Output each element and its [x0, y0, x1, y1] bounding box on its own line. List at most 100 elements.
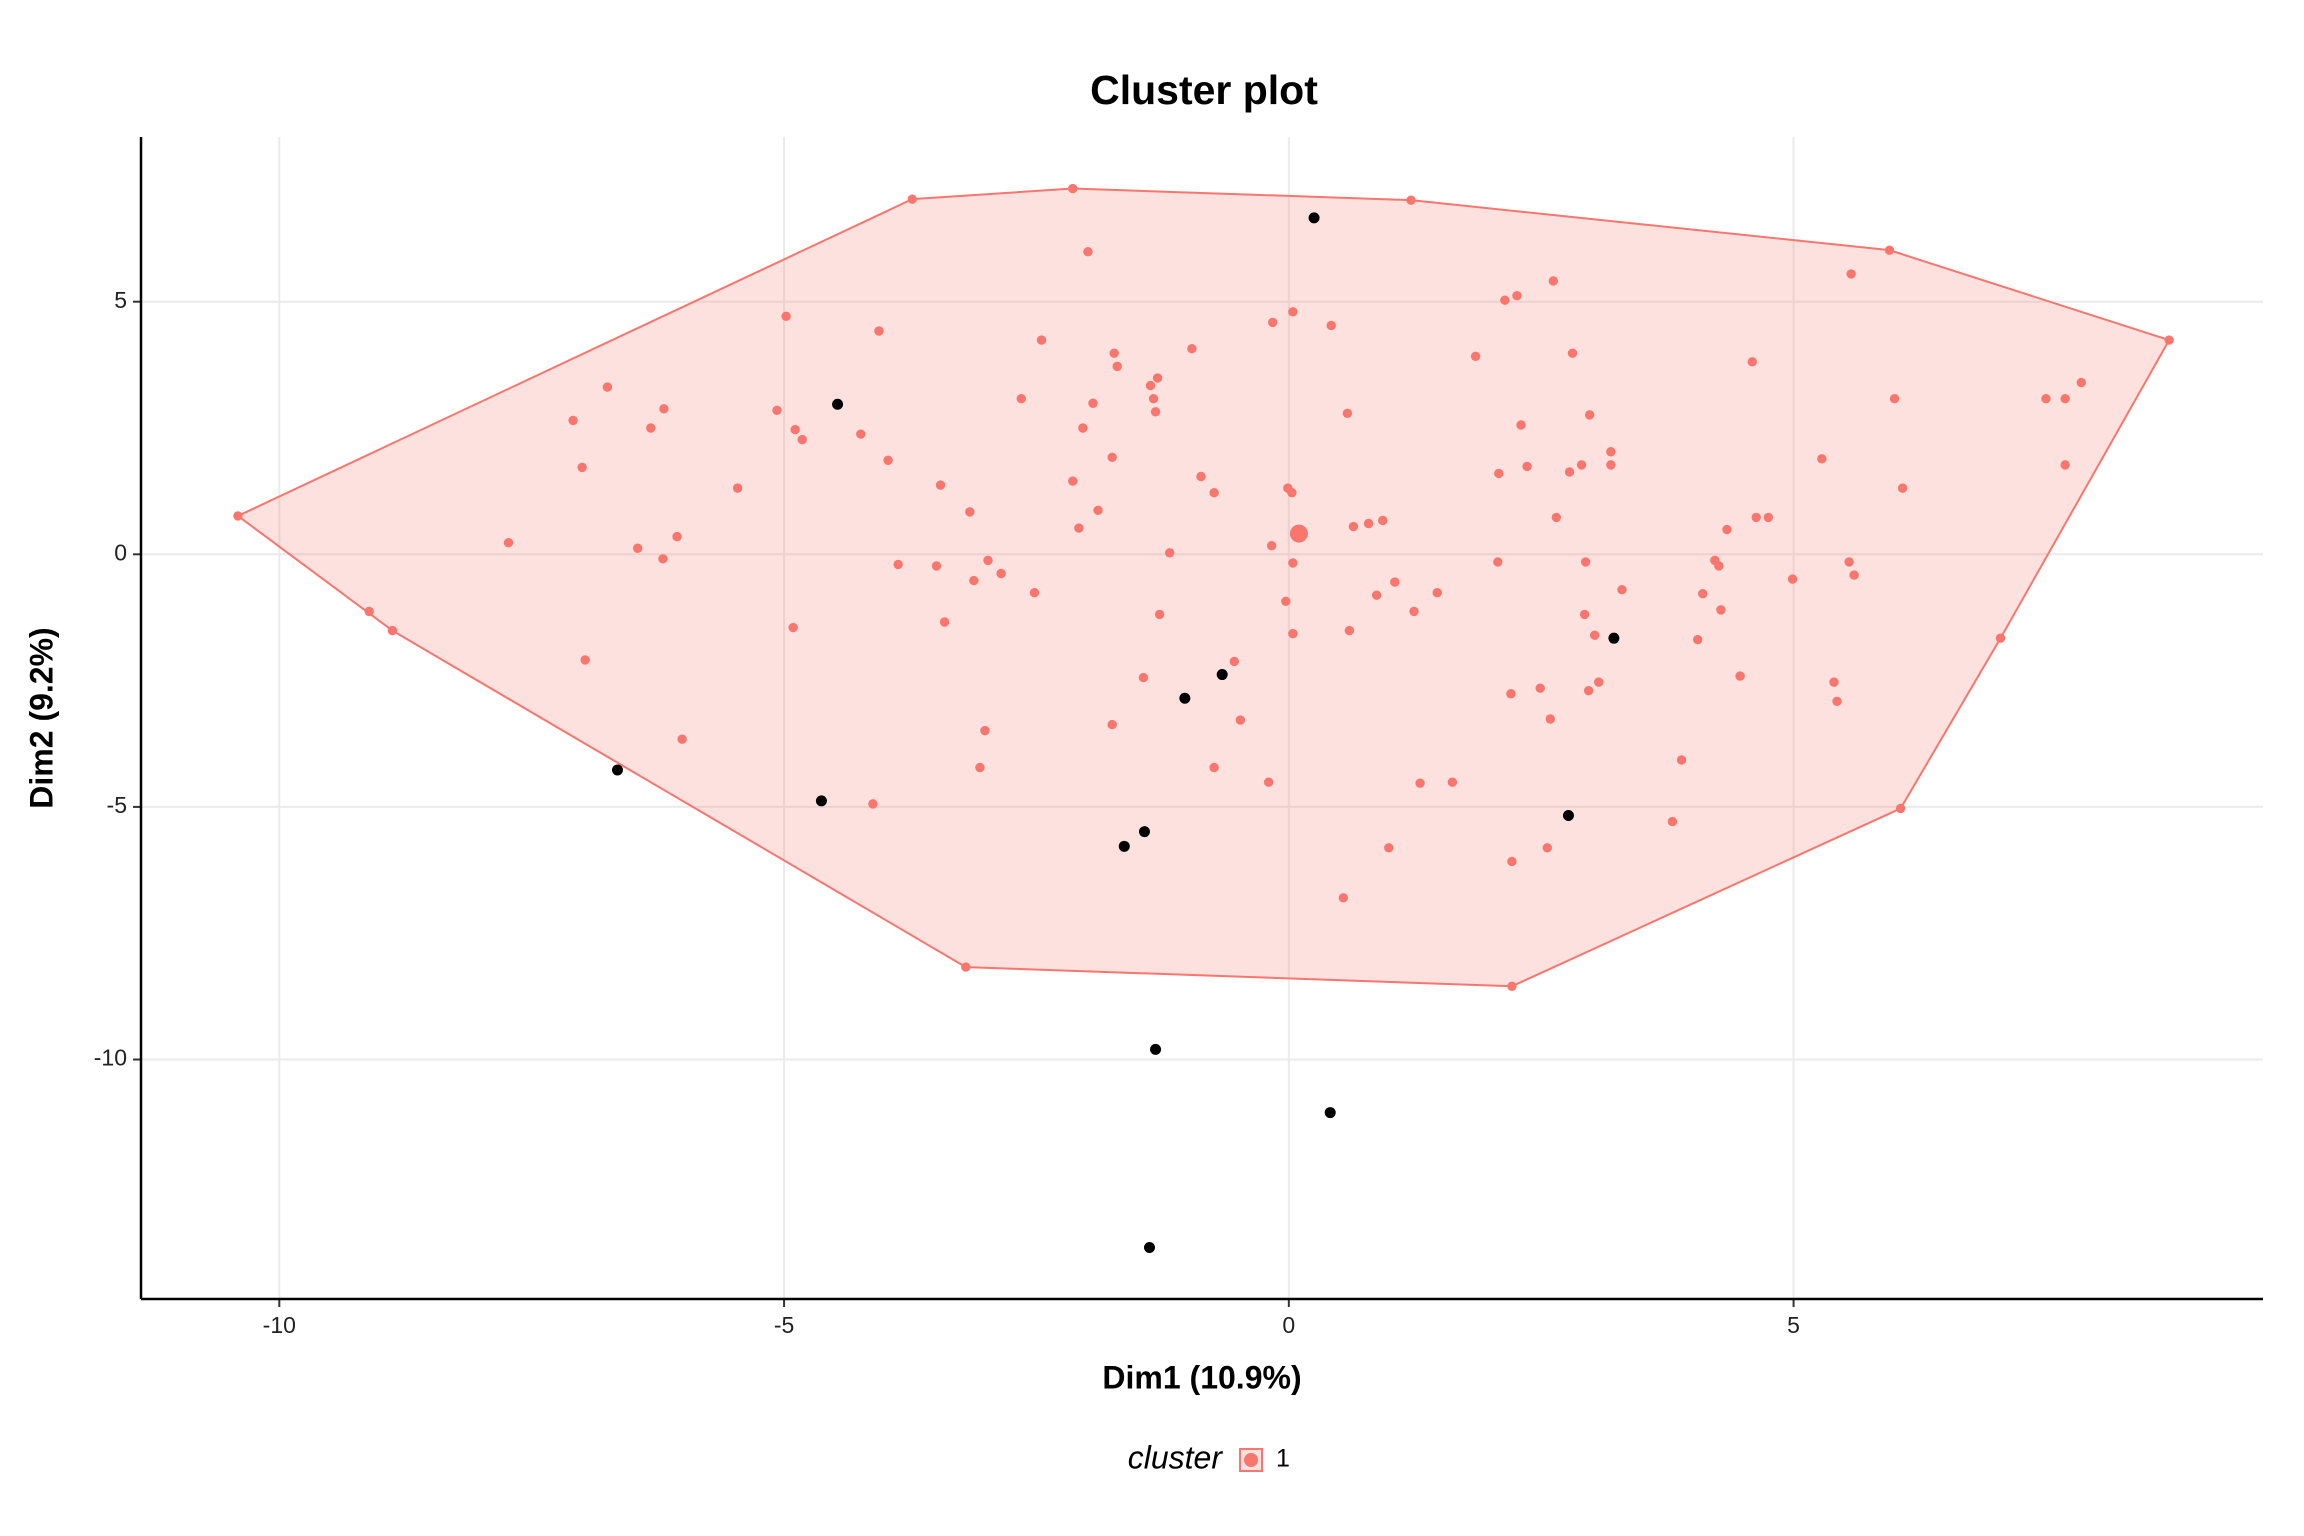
point [1179, 692, 1191, 704]
legend-label: 1 [1276, 1445, 1290, 1473]
point [1326, 320, 1336, 331]
point [568, 415, 578, 426]
point [1751, 512, 1761, 523]
point [965, 507, 975, 517]
point [1266, 541, 1277, 551]
point [975, 762, 985, 773]
point [2041, 394, 2051, 404]
chart-title: Cluster plot [1090, 67, 1318, 113]
point [1507, 856, 1517, 867]
point [797, 434, 807, 445]
point [1897, 483, 1908, 493]
point [969, 575, 979, 586]
point [659, 404, 669, 414]
point [1406, 195, 1416, 205]
point [1763, 512, 1774, 523]
point [1817, 454, 1827, 464]
y-tick-label: -10 [94, 1045, 127, 1071]
point [1348, 521, 1359, 532]
point [1036, 335, 1047, 345]
point [996, 568, 1006, 579]
x-axis-label: Dim1 (10.9%) [1102, 1359, 1301, 1395]
point [1263, 777, 1274, 787]
point [503, 537, 514, 548]
point [672, 531, 682, 542]
point [772, 405, 782, 416]
point [677, 734, 687, 744]
point [939, 617, 950, 627]
point [233, 511, 243, 521]
point [1138, 826, 1150, 838]
point [1676, 755, 1687, 765]
point [1229, 656, 1240, 667]
point [1493, 557, 1503, 567]
point [1209, 762, 1219, 773]
point [1606, 447, 1616, 457]
point [1150, 407, 1161, 417]
point [893, 559, 903, 570]
point [646, 423, 656, 433]
point [2060, 460, 2070, 470]
point [1447, 777, 1458, 787]
point [1884, 245, 1895, 255]
point [1545, 714, 1555, 724]
point [1594, 677, 1604, 687]
point [1288, 628, 1298, 639]
point [1584, 410, 1595, 420]
point [1107, 719, 1117, 730]
point [1889, 394, 1900, 404]
legend-key-point [1244, 1453, 1258, 1467]
point [781, 311, 791, 322]
point [1506, 689, 1516, 699]
point [1409, 606, 1419, 617]
point [1390, 577, 1400, 587]
point [1551, 512, 1562, 523]
point [815, 795, 827, 807]
point [658, 554, 668, 564]
point [1542, 843, 1552, 853]
point [1507, 981, 1517, 991]
point [1164, 548, 1175, 558]
point [1216, 669, 1228, 681]
point [1338, 893, 1349, 903]
point [1029, 588, 1040, 598]
point [1344, 625, 1355, 636]
point [1324, 1107, 1336, 1119]
point [1844, 557, 1854, 567]
point [1088, 398, 1098, 408]
point [1432, 588, 1442, 598]
point [1378, 515, 1388, 526]
point [1371, 590, 1382, 600]
point [387, 625, 398, 636]
point [1363, 518, 1374, 529]
point [1152, 373, 1163, 383]
point [874, 326, 884, 336]
point [1995, 633, 2006, 643]
point [1074, 523, 1084, 533]
point [1606, 460, 1616, 470]
point [1692, 634, 1703, 645]
y-axis-label: Dim2 (9.2%) [23, 627, 59, 808]
point [2060, 394, 2070, 404]
point [1562, 810, 1574, 822]
point [1564, 467, 1575, 477]
point [2164, 335, 2174, 345]
point [1209, 487, 1219, 498]
point [1516, 420, 1526, 430]
point [577, 462, 587, 473]
point [611, 764, 623, 776]
point [2076, 377, 2086, 388]
point [1617, 584, 1627, 595]
point [1083, 246, 1093, 257]
point [1895, 803, 1906, 814]
point [1494, 468, 1504, 479]
point [1714, 561, 1724, 571]
point [1112, 361, 1122, 372]
point [1722, 524, 1732, 535]
point [602, 382, 613, 392]
point [1698, 589, 1708, 599]
point [1109, 348, 1119, 358]
point [931, 561, 942, 571]
point [1849, 570, 1859, 580]
point [1068, 183, 1078, 194]
